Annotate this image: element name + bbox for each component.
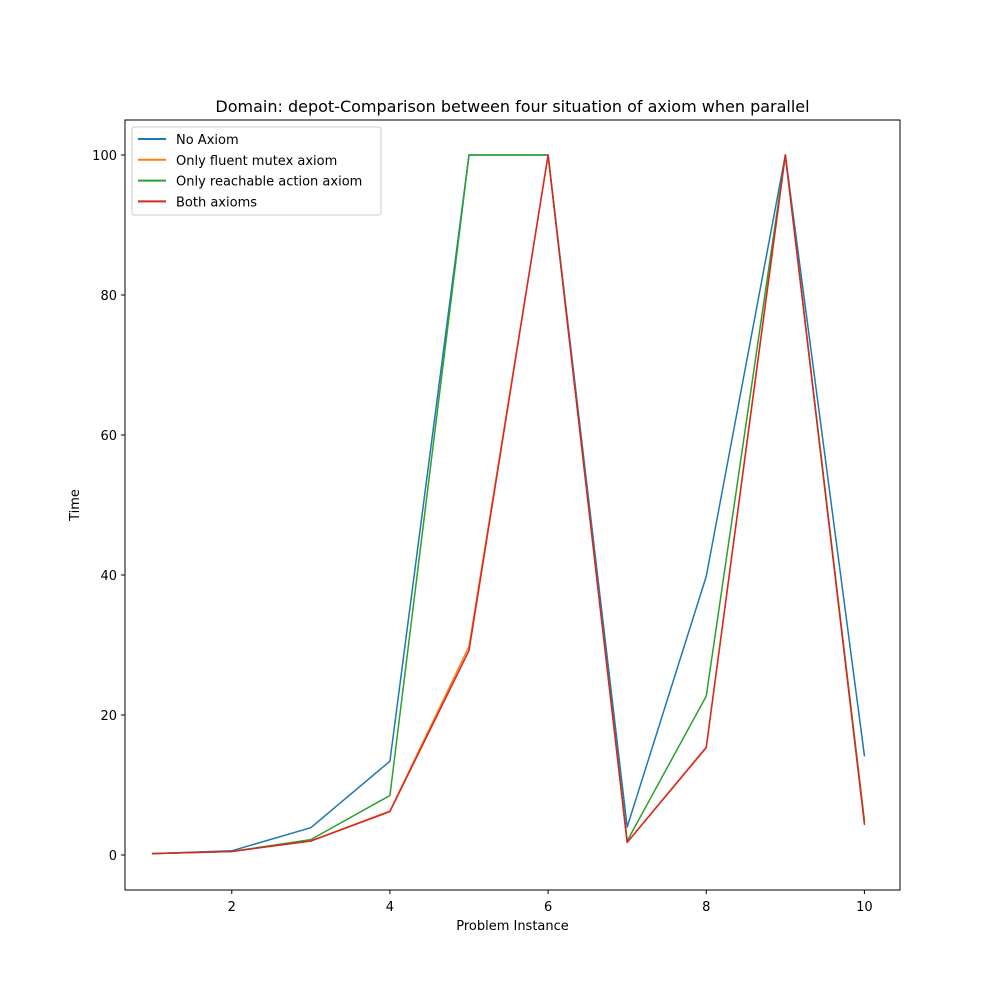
legend-box [131, 126, 382, 216]
legend-label: Both axioms [176, 195, 257, 210]
y-tick-label: 100 [92, 149, 117, 164]
x-axis-ticks: 2 4 6 8 10 [228, 890, 873, 915]
legend-label: Only fluent mutex axiom [176, 154, 337, 169]
legend-label: No Axiom [176, 133, 239, 148]
y-tick-label: 40 [100, 569, 117, 584]
y-tick-label: 0 [109, 849, 117, 864]
x-tick-label: 4 [386, 900, 394, 915]
x-tick-label: 10 [856, 900, 873, 915]
y-axis-ticks: 0 20 40 60 80 100 [92, 149, 125, 864]
y-tick-label: 60 [100, 429, 117, 444]
x-axis-label: Problem Instance [456, 919, 569, 934]
chart-title: Domain: depot-Comparison between four si… [215, 97, 809, 116]
series-line-4 [151, 154, 866, 855]
plot-area-frame [124, 119, 901, 891]
x-tick-label: 6 [544, 900, 552, 915]
x-tick-label: 2 [228, 900, 236, 915]
y-tick-label: 80 [100, 289, 117, 304]
x-tick-label: 8 [702, 900, 710, 915]
y-axis-label: Time [68, 489, 83, 522]
legend-label: Only reachable action axiom [176, 175, 362, 190]
y-tick-label: 20 [100, 709, 117, 724]
legend: No Axiom Only fluent mutex axiom Only reac… [131, 126, 382, 216]
series-layer [151, 154, 866, 855]
